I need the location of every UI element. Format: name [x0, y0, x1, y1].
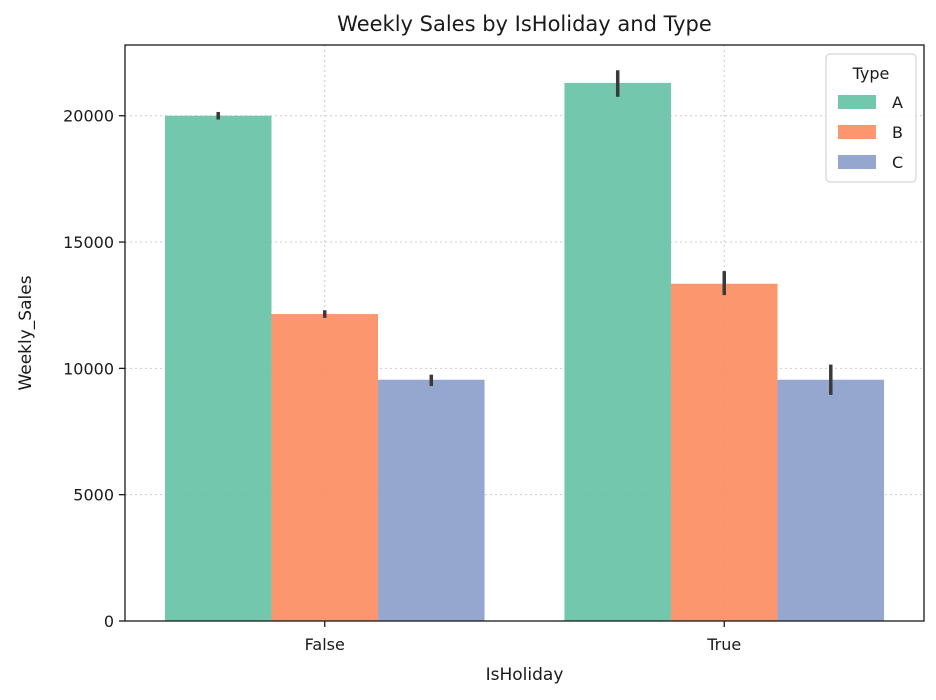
- legend-items: ABC: [838, 93, 903, 172]
- bar-a-false: [164, 115, 272, 621]
- y-tick-label: 5000: [73, 486, 114, 505]
- legend-label-c: C: [892, 153, 903, 172]
- bar-b-false: [271, 314, 379, 621]
- legend-label-a: A: [892, 93, 903, 112]
- plot-frame: [124, 44, 925, 622]
- bars-layer: [164, 82, 885, 622]
- legend: Type ABC: [825, 53, 917, 183]
- legend-swatch-c: [838, 155, 876, 169]
- x-tick-label: False: [305, 635, 345, 654]
- x-axis-label: IsHoliday: [486, 665, 564, 685]
- ticks-layer: 0 5000 10000 15000 20000 False True: [63, 107, 741, 654]
- bar-c-false: [378, 379, 485, 621]
- error-bars-layer: [216, 70, 833, 395]
- y-tick-label: 0: [104, 612, 114, 631]
- bar-c-true: [777, 379, 885, 621]
- legend-swatch-a: [838, 95, 876, 109]
- chart-title: Weekly Sales by IsHoliday and Type: [337, 12, 712, 36]
- bar-a-true: [564, 82, 671, 622]
- legend-box: [825, 53, 917, 183]
- y-axis-label: Weekly_Sales: [16, 275, 36, 390]
- legend-swatch-b: [838, 125, 876, 139]
- legend-title: Type: [852, 64, 890, 83]
- y-tick-label: 20000: [63, 107, 114, 126]
- legend-label-b: B: [892, 123, 903, 142]
- bar-b-true: [670, 283, 778, 621]
- y-tick-label: 10000: [63, 359, 114, 378]
- y-tick-label: 15000: [63, 233, 114, 252]
- x-tick-label: True: [706, 635, 741, 654]
